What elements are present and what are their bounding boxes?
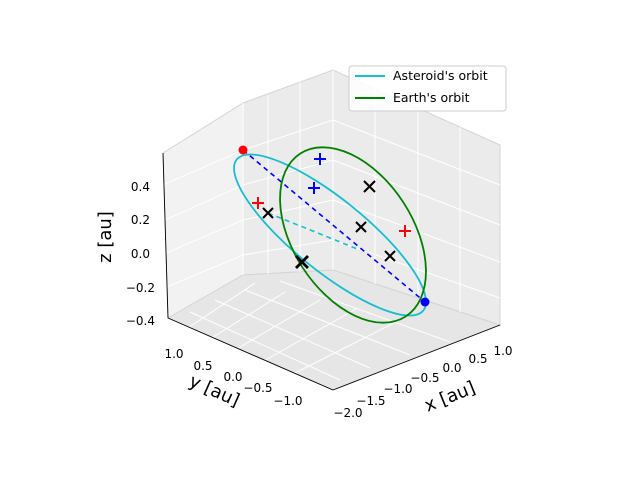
plus-blue (314, 153, 326, 165)
perihelion-line (267, 212, 361, 251)
x-tick-label: −0.5 (410, 371, 439, 385)
y-tick-label: 0.0 (223, 370, 242, 384)
z-tick-label: −0.2 (126, 281, 155, 295)
plus-blue (308, 182, 320, 194)
x-tick-label: 0.0 (442, 361, 461, 375)
x-marker (295, 255, 309, 269)
earth-orbit (279, 146, 427, 324)
legend-label-earth: Earth's orbit (393, 90, 470, 105)
plus-red (252, 197, 264, 209)
legend-box (348, 65, 507, 112)
aphelion-point (238, 145, 248, 155)
legend-label-asteroid: Asteroid's orbit (393, 68, 488, 83)
y-tick-label: −0.5 (243, 381, 272, 395)
legend: Asteroid's orbit Earth's orbit (348, 65, 507, 112)
y-tick-label: 1.0 (164, 347, 183, 361)
x-marker (262, 207, 274, 219)
asteroid-orbit (233, 153, 427, 317)
x-marker (384, 250, 396, 262)
x-tick-label: −1.5 (356, 394, 385, 408)
z-tick-label: 0.2 (131, 213, 150, 227)
x-marker (363, 180, 376, 193)
y-tick-label: −1.0 (273, 394, 302, 408)
y-tick-label: 0.5 (193, 359, 212, 373)
z-axis-label: z [au] (95, 211, 116, 263)
plus-red (399, 225, 411, 237)
axis-edges (162, 152, 501, 391)
y-axis-line (167, 317, 334, 391)
x-tick-label: −1.0 (383, 382, 412, 396)
y-tick-labels: 1.0 0.5 0.0 −0.5 −1.0 (164, 347, 302, 408)
z-tick-labels: 0.4 0.2 0.0 −0.2 −0.4 (126, 180, 155, 328)
node-line (242, 149, 426, 303)
node-point (420, 297, 430, 307)
grid-lines (162, 70, 501, 381)
z-tick-label: −0.4 (126, 314, 155, 328)
z-axis-line (162, 152, 169, 319)
x-tick-label: −2.0 (333, 406, 362, 420)
z-tick-label: 0.0 (131, 247, 150, 261)
x-axis-line (332, 324, 501, 391)
z-tick-label: 0.4 (131, 180, 150, 194)
x-tick-labels: 1.0 0.5 0.0 −0.5 −1.0 −1.5 −2.0 (333, 344, 512, 420)
x-tick-label: 1.0 (493, 344, 512, 358)
x-tick-label: 0.5 (468, 352, 487, 366)
x-marker (355, 221, 367, 233)
